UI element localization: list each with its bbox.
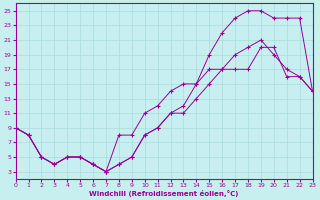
X-axis label: Windchill (Refroidissement éolien,°C): Windchill (Refroidissement éolien,°C) bbox=[89, 190, 239, 197]
